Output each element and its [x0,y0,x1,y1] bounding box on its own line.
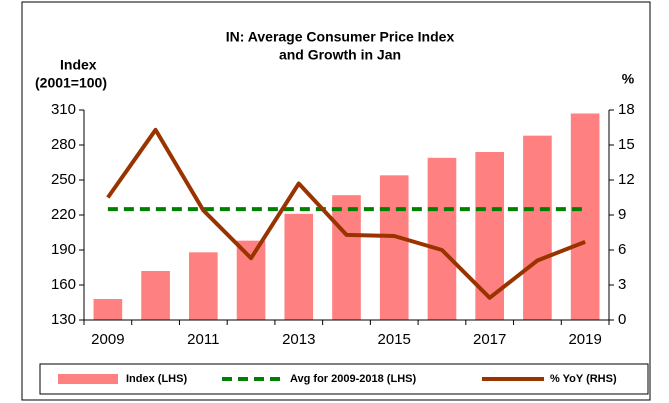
y2-tick-label: 0 [618,311,626,328]
y2-tick-label: 15 [618,136,635,153]
chart-title: and Growth in Jan [279,47,401,63]
y-tick-label: 190 [51,241,76,258]
bar [236,240,266,320]
y-tick-label: 310 [51,101,76,118]
y-axis-title: Index [60,57,97,73]
bar [189,252,218,320]
legend-swatch [58,374,118,384]
y2-tick-label: 12 [618,171,635,188]
y2-tick-label: 6 [618,241,626,258]
bar [427,157,457,320]
bar [570,113,600,320]
legend-label: Index (LHS) [126,373,187,385]
bar [523,135,552,320]
y2-tick-label: 9 [618,206,626,223]
x-tick-label: 2013 [282,331,315,348]
bar [332,195,361,320]
x-tick-label: 2019 [568,331,601,348]
y-tick-label: 130 [51,311,76,328]
bar [284,213,314,320]
legend-label: Avg for 2009-2018 (LHS) [290,373,416,385]
chart-title: IN: Average Consumer Price Index [226,29,455,45]
y-axis-title: (2001=100) [35,75,107,91]
bar [475,152,504,320]
x-tick-label: 2017 [473,331,506,348]
y-tick-label: 250 [51,171,76,188]
y2-tick-label: 3 [618,276,626,293]
legend-box [39,363,649,395]
x-tick-label: 2009 [91,331,124,348]
bar [93,299,123,320]
y2-axis-title: % [622,71,635,87]
x-tick-label: 2015 [378,331,411,348]
yoy-line [106,127,586,300]
y-tick-label: 280 [51,136,76,153]
y-tick-label: 220 [51,206,76,223]
legend-label: % YoY (RHS) [550,373,617,385]
y2-tick-label: 18 [618,101,635,118]
bar [379,175,409,320]
bar [141,271,170,320]
y-tick-label: 160 [51,276,76,293]
x-tick-label: 2011 [187,331,219,348]
